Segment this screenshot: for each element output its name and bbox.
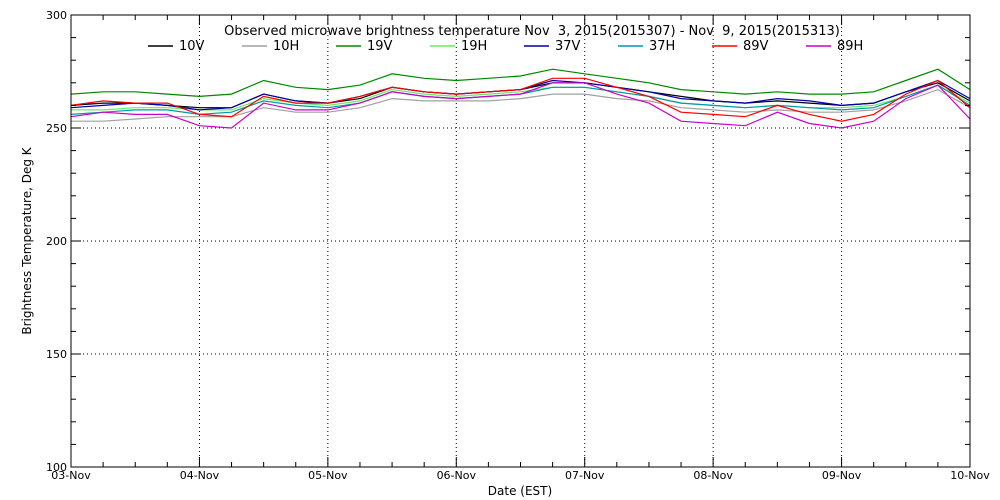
- y-tick-label: 250: [46, 122, 67, 135]
- x-tick-label: 06-Nov: [437, 469, 477, 482]
- x-tick-label: 07-Nov: [565, 469, 605, 482]
- legend-label-37h: 37H: [649, 39, 675, 54]
- series-line-89v: [70, 77, 971, 122]
- x-axis-label: Date (EST): [488, 484, 552, 498]
- y-tick-label: 200: [46, 235, 67, 248]
- legend: 10V 10H 19V 19H 37V 37H 89V 89H: [148, 39, 863, 54]
- legend-label-37v: 37V: [555, 39, 581, 54]
- series-line-89h: [70, 82, 971, 129]
- y-axis-label: Brightness Temperature, Deg K: [20, 146, 34, 334]
- x-tick-label: 10-Nov: [950, 469, 990, 482]
- y-tick-label: 100: [46, 461, 67, 474]
- y-tick-label: 150: [46, 348, 67, 361]
- x-tick-label: 04-Nov: [180, 469, 220, 482]
- y-tick-label: 300: [46, 9, 67, 22]
- legend-label-19v: 19V: [367, 39, 393, 54]
- series-line-10h: [71, 88, 971, 122]
- legend-label-19h: 19H: [461, 39, 487, 54]
- legend-label-89v: 89V: [743, 39, 769, 54]
- legend-label-10h: 10H: [273, 39, 299, 54]
- legend-label-89h: 89H: [837, 39, 863, 54]
- x-tick-label: 03-Nov: [51, 469, 91, 482]
- x-tick-label: 09-Nov: [822, 469, 862, 482]
- x-tick-label: 08-Nov: [693, 469, 733, 482]
- series-line-19v: [70, 68, 971, 98]
- legend-label-10v: 10V: [179, 39, 205, 54]
- x-tick-label: 05-Nov: [308, 469, 348, 482]
- series-lines: [70, 68, 971, 129]
- axis-ticks: 03-Nov 04-Nov 05-Nov 06-Nov 07-Nov 08-Nov 09-N…: [46, 9, 990, 482]
- chart-title: Observed microwave brightness temperatur…: [224, 24, 840, 39]
- series-line-19h: [71, 84, 971, 111]
- grid: [71, 15, 970, 467]
